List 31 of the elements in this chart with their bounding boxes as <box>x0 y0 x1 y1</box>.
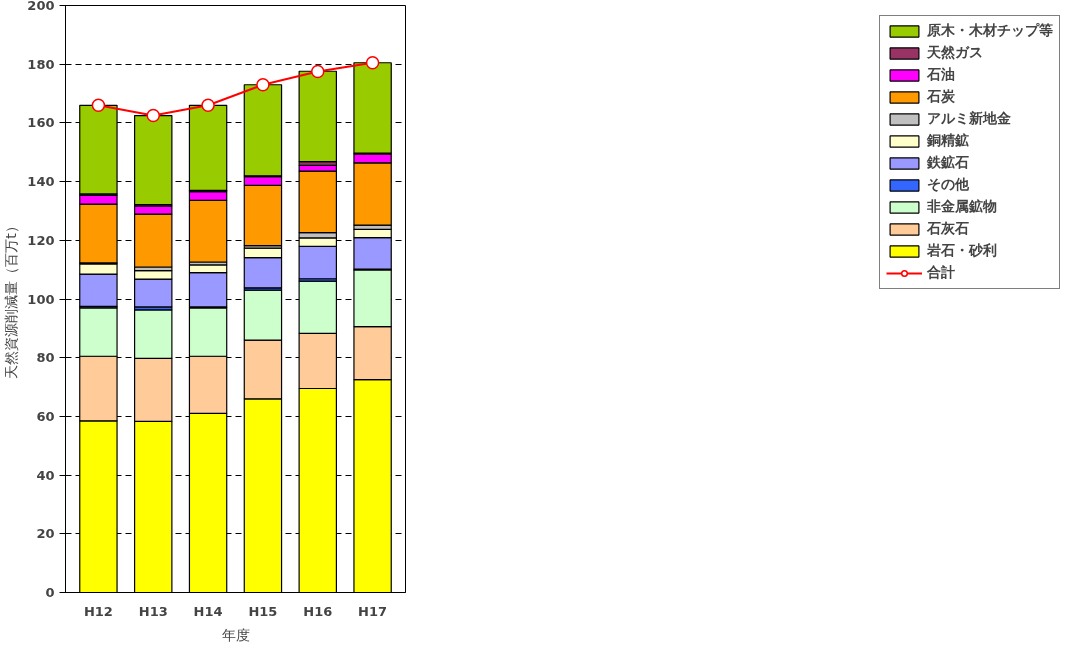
x-axis-title: 年度 <box>221 626 250 643</box>
legend-label: 石油 <box>927 66 955 84</box>
y-axis-title: 天然資源削減量（百万t） <box>3 219 20 379</box>
x-tick-label: H15 <box>248 603 278 619</box>
legend-label: 石炭 <box>927 88 955 106</box>
legend-label: その他 <box>927 176 969 194</box>
y-tick-label: 160 <box>27 115 55 131</box>
y-tick-label: 60 <box>36 408 55 424</box>
y-tick-label: 0 <box>45 585 55 600</box>
y-tick-label: 200 <box>27 0 55 13</box>
y-tick-label: 180 <box>27 56 55 72</box>
legend-label: 鉄鉱石 <box>927 154 969 172</box>
y-tick-label: 40 <box>36 467 55 483</box>
x-tick-label: H13 <box>138 603 168 619</box>
legend-label: 原木・木材チップ等 <box>927 22 1053 40</box>
y-tick-label: 120 <box>27 232 55 248</box>
y-tick-label: 140 <box>27 174 55 190</box>
x-tick-label: H16 <box>303 603 333 619</box>
x-tick-label: H12 <box>83 603 113 619</box>
x-tick-label: H17 <box>358 603 388 619</box>
legend-label: アルミ新地金 <box>927 110 1011 128</box>
legend-label: 岩石・砂利 <box>927 242 997 260</box>
legend-label: 非金属鉱物 <box>927 198 997 216</box>
y-tick-label: 100 <box>27 291 55 307</box>
legend-label: 銅精鉱 <box>927 132 969 150</box>
legend-label: 合計 <box>927 264 955 282</box>
y-tick-label: 80 <box>36 350 55 366</box>
legend-label: 天然ガス <box>927 44 983 62</box>
x-tick-label: H14 <box>193 603 223 619</box>
legend-label: 石灰石 <box>927 220 969 238</box>
y-tick-label: 20 <box>36 526 55 542</box>
